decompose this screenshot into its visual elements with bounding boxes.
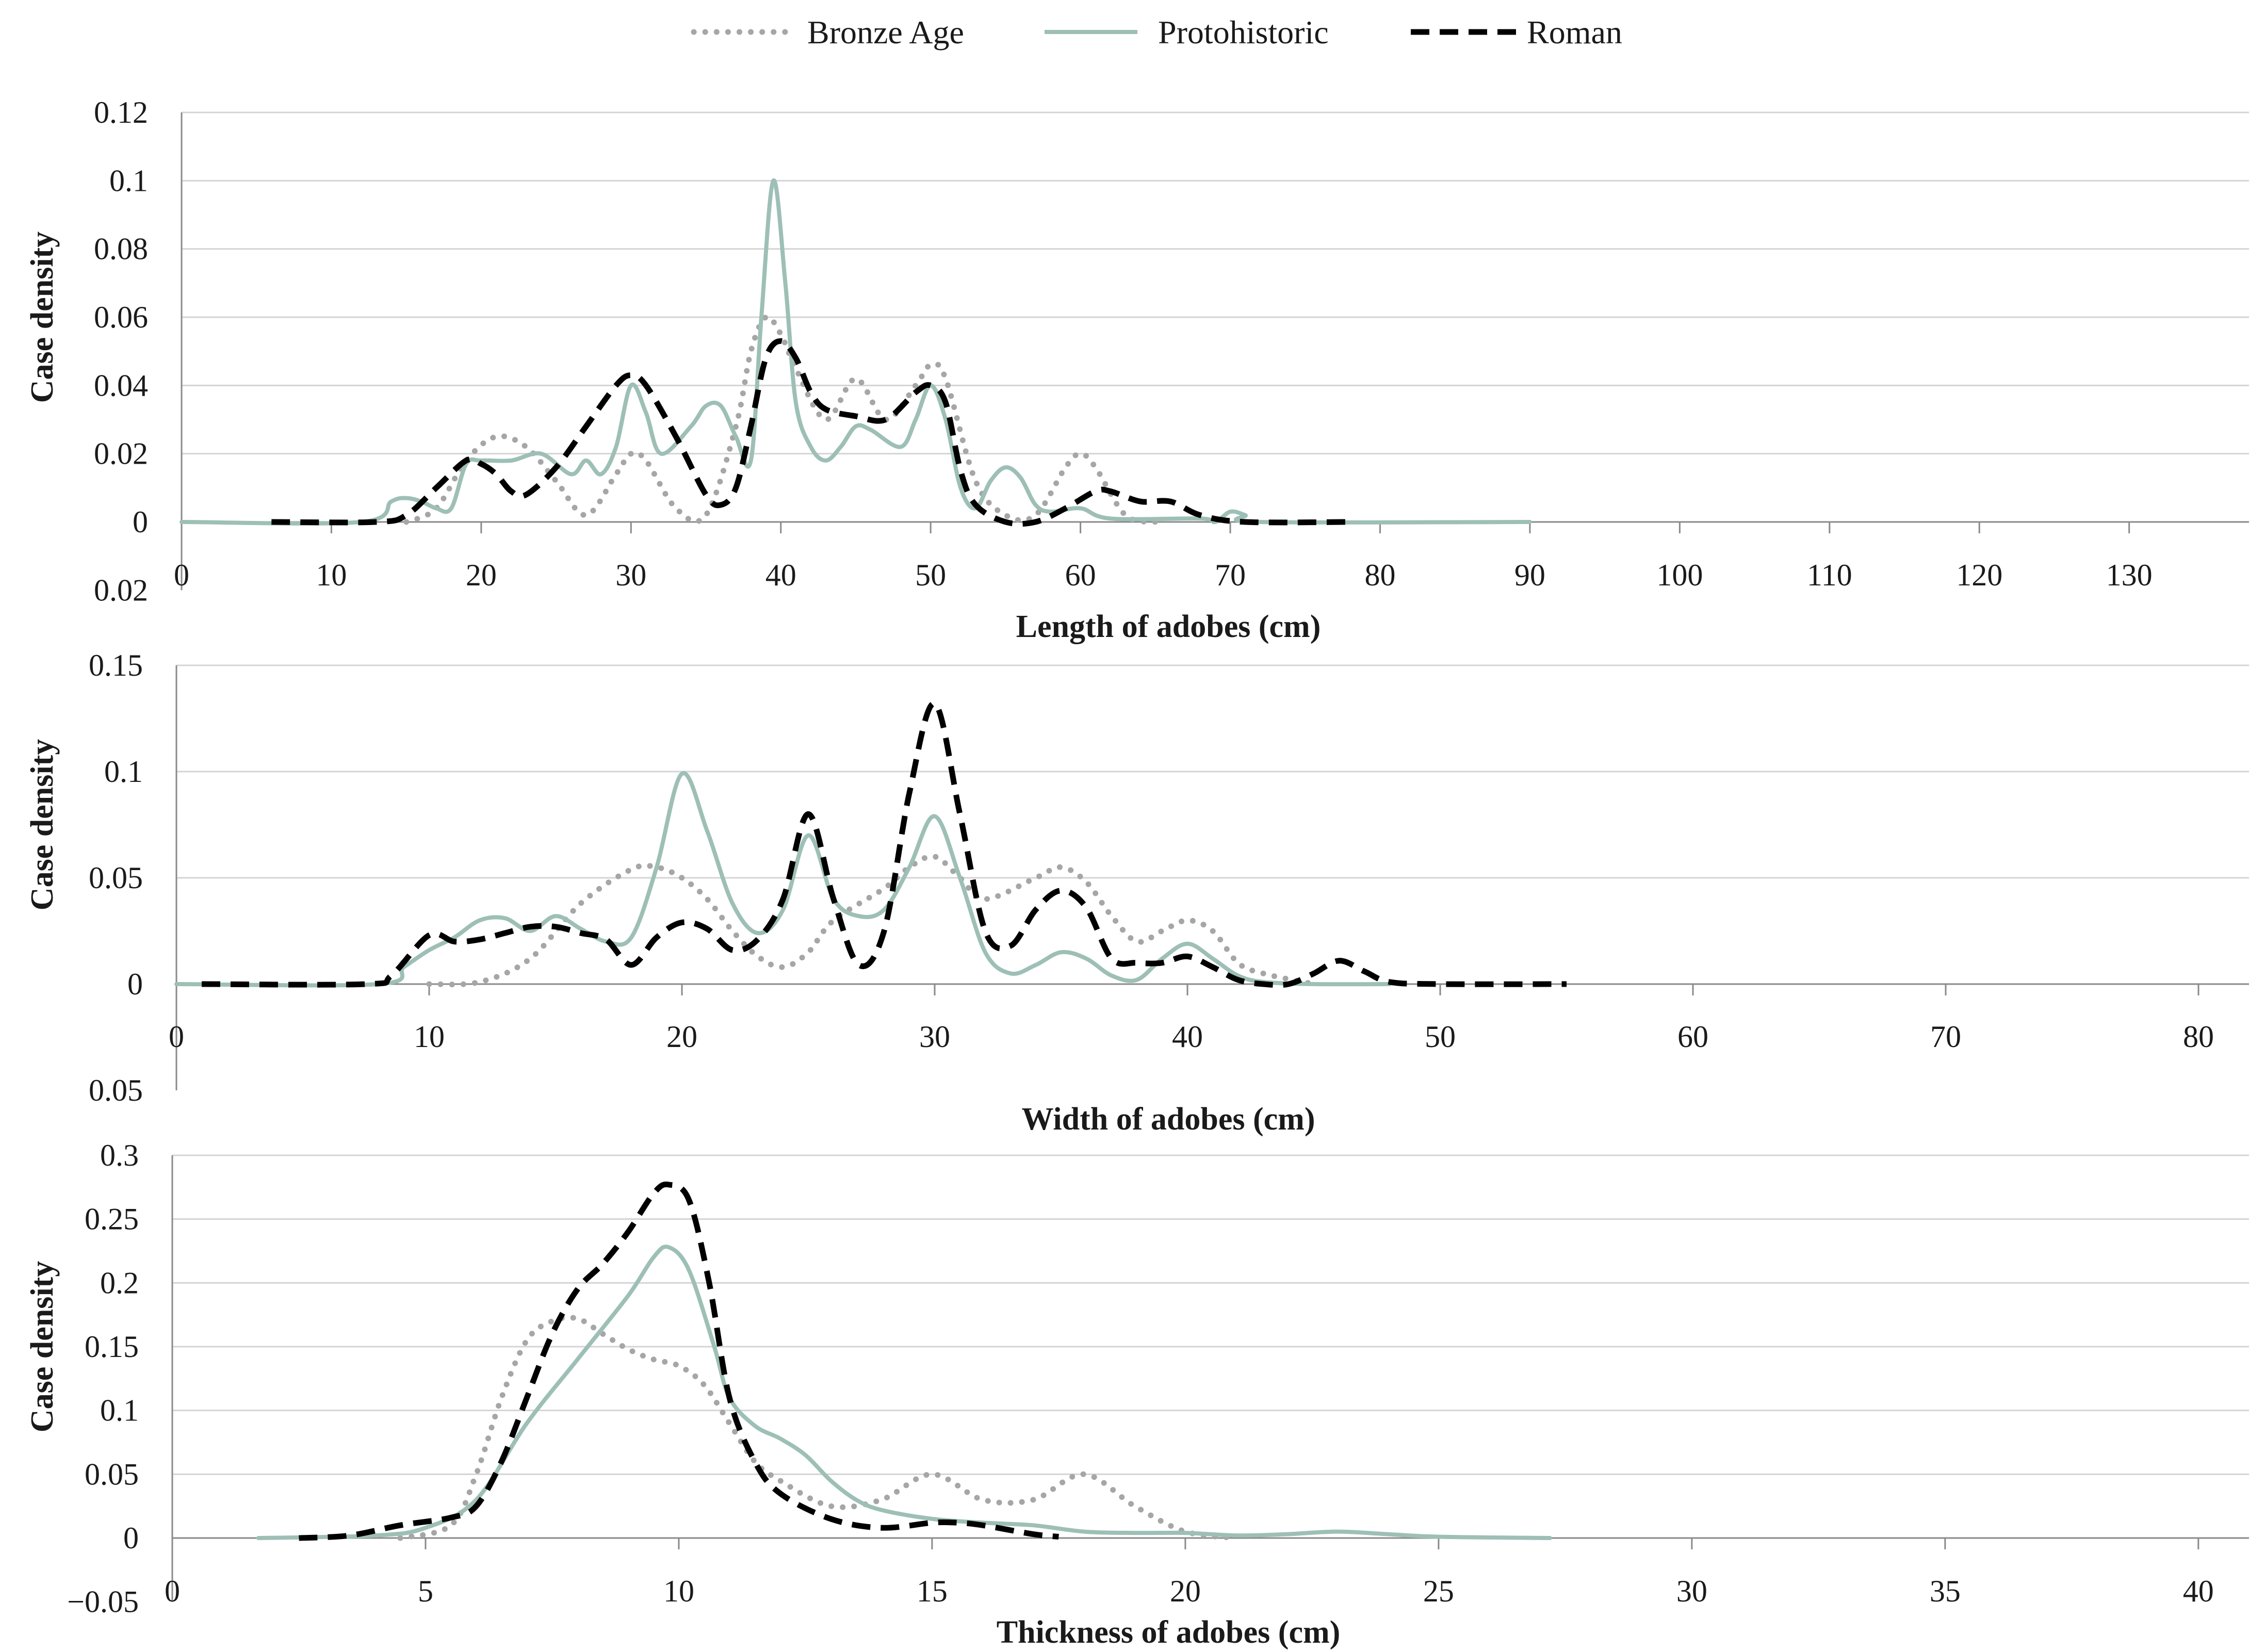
- thickness-x-tick-label: 25: [1423, 1574, 1454, 1608]
- length-x-tick-label: 40: [765, 558, 796, 592]
- legend-item-protohistoric: Protohistoric: [1045, 14, 1329, 51]
- thickness-x-tick-label: 10: [663, 1574, 694, 1608]
- length-x-tick-label: 0: [174, 558, 189, 592]
- length-x-tick-label: 120: [1956, 558, 2002, 592]
- legend-item-bronze-age: Bronze Age: [691, 14, 964, 51]
- length-x-tick-label: 10: [316, 558, 347, 592]
- thickness-chart: 0.3 0.25 0.2 0.15 0.1 0.05 0 −0.05 0 5 10 15 20 25 30…: [25, 1138, 2249, 1650]
- width-y-tick-label: 0.05: [89, 1073, 143, 1107]
- length-series: [180, 178, 1532, 527]
- legend-item-roman: Roman: [1411, 14, 1622, 51]
- length-y-tick-label: 0: [133, 505, 148, 539]
- length-x-tick-label: 110: [1807, 558, 1852, 592]
- width-x-tick-label: 0: [169, 1020, 184, 1054]
- thickness-y-tick-label: 0: [123, 1521, 139, 1555]
- thickness-x-tick-label: 40: [2183, 1574, 2214, 1608]
- length-x-tick-label: 50: [915, 558, 946, 592]
- thickness-series: [256, 1181, 1552, 1541]
- width-chart: 0.15 0.1 0.05 0 0.05 0 10 20 30 40 50 60 70 80 Case …: [25, 648, 2249, 1137]
- length-y-axis-title: Case density: [25, 232, 60, 403]
- width-y-tick-label: 0.15: [89, 648, 143, 682]
- length-x-tick-label: 30: [615, 558, 646, 592]
- width-x-tick-label: 60: [1677, 1020, 1708, 1054]
- length-x-tick-label: 100: [1656, 558, 1703, 592]
- length-x-tick-label: 70: [1215, 558, 1246, 592]
- thickness-x-tick-label: 30: [1676, 1574, 1707, 1608]
- length-chart: 0.12 0.1 0.08 0.06 0.04 0.02 0 0.02 0 10 20 30 40 50…: [25, 95, 2249, 644]
- width-series-roman: [201, 700, 1567, 988]
- thickness-x-tick-label: 35: [1930, 1574, 1961, 1608]
- length-y-tick-label: 0.1: [109, 163, 148, 198]
- thickness-y-tick-labels: 0.3 0.25 0.2 0.15 0.1 0.05 0 −0.05: [67, 1138, 139, 1619]
- width-y-tick-label: 0.1: [104, 755, 143, 789]
- legend-label-bronze-age: Bronze Age: [807, 14, 964, 51]
- width-x-tick-labels: 0 10 20 30 40 50 60 70 80: [169, 984, 2214, 1054]
- length-x-tick-labels: 0 10 20 30 40 50 60 70 80 90 100 110 120 130: [174, 522, 2153, 592]
- width-series: [174, 700, 1567, 988]
- width-y-tick-label: 0: [127, 967, 143, 1001]
- thickness-series-protohistoric: [256, 1245, 1552, 1540]
- length-y-tick-label: 0.02: [94, 573, 148, 607]
- legend-label-protohistoric: Protohistoric: [1158, 14, 1329, 51]
- thickness-y-tick-label: 0.15: [85, 1330, 139, 1364]
- length-y-tick-label: 0.02: [94, 437, 148, 471]
- length-x-tick-label: 60: [1065, 558, 1096, 592]
- length-x-tick-label: 90: [1514, 558, 1545, 592]
- length-y-tick-labels: 0.12 0.1 0.08 0.06 0.04 0.02 0 0.02: [94, 95, 148, 607]
- width-x-tick-label: 20: [666, 1020, 697, 1054]
- thickness-x-tick-label: 20: [1170, 1574, 1201, 1608]
- length-series-roman: [271, 338, 1350, 527]
- thickness-gridlines: [171, 1154, 2249, 1602]
- length-y-tick-label: 0.08: [94, 232, 148, 266]
- width-y-axis-title: Case density: [25, 739, 60, 910]
- width-y-tick-labels: 0.15 0.1 0.05 0 0.05: [89, 648, 143, 1107]
- thickness-y-axis-title: Case density: [25, 1261, 60, 1432]
- legend-label-roman: Roman: [1527, 14, 1622, 51]
- thickness-y-tick-label: 0.3: [100, 1138, 139, 1172]
- legend: Bronze Age Protohistoric Roman: [691, 14, 1622, 51]
- thickness-x-tick-label: 0: [165, 1574, 180, 1608]
- thickness-series-bronze-age: [397, 1315, 1239, 1541]
- width-x-tick-label: 40: [1172, 1020, 1203, 1054]
- width-series-protohistoric: [174, 771, 1392, 988]
- thickness-y-tick-label: 0.2: [100, 1266, 139, 1300]
- width-x-tick-label: 10: [414, 1020, 445, 1054]
- length-x-tick-label: 20: [466, 558, 497, 592]
- length-x-axis-title: Length of adobes (cm): [1016, 609, 1321, 644]
- thickness-x-tick-label: 15: [917, 1574, 948, 1608]
- thickness-y-tick-label: 0.05: [85, 1457, 139, 1491]
- width-x-tick-label: 70: [1930, 1020, 1961, 1054]
- thickness-y-tick-label: 0.25: [85, 1202, 139, 1236]
- length-y-tick-label: 0.04: [94, 368, 148, 402]
- width-gridlines: [175, 664, 2249, 1090]
- thickness-x-axis-title: Thickness of adobes (cm): [997, 1615, 1341, 1650]
- width-x-axis-title: Width of adobes (cm): [1022, 1102, 1315, 1137]
- width-x-tick-label: 80: [2183, 1020, 2214, 1054]
- thickness-x-tick-label: 5: [418, 1574, 433, 1608]
- width-x-tick-label: 30: [919, 1020, 950, 1054]
- length-y-tick-label: 0.12: [94, 95, 148, 129]
- length-x-tick-label: 130: [2106, 558, 2153, 592]
- thickness-y-tick-label: −0.05: [67, 1585, 139, 1619]
- width-series-bronze-age: [426, 853, 1317, 988]
- width-x-tick-label: 50: [1425, 1020, 1456, 1054]
- thickness-x-tick-labels: 0 5 10 15 20 25 30 35 40: [165, 1538, 2214, 1608]
- length-series-bronze-age: [403, 314, 1159, 525]
- width-y-tick-label: 0.05: [89, 861, 143, 895]
- thickness-series-roman: [299, 1181, 1059, 1541]
- thickness-y-tick-label: 0.1: [100, 1394, 139, 1428]
- length-y-tick-label: 0.06: [94, 300, 148, 334]
- length-series-protohistoric: [180, 178, 1532, 526]
- length-x-tick-label: 80: [1364, 558, 1395, 592]
